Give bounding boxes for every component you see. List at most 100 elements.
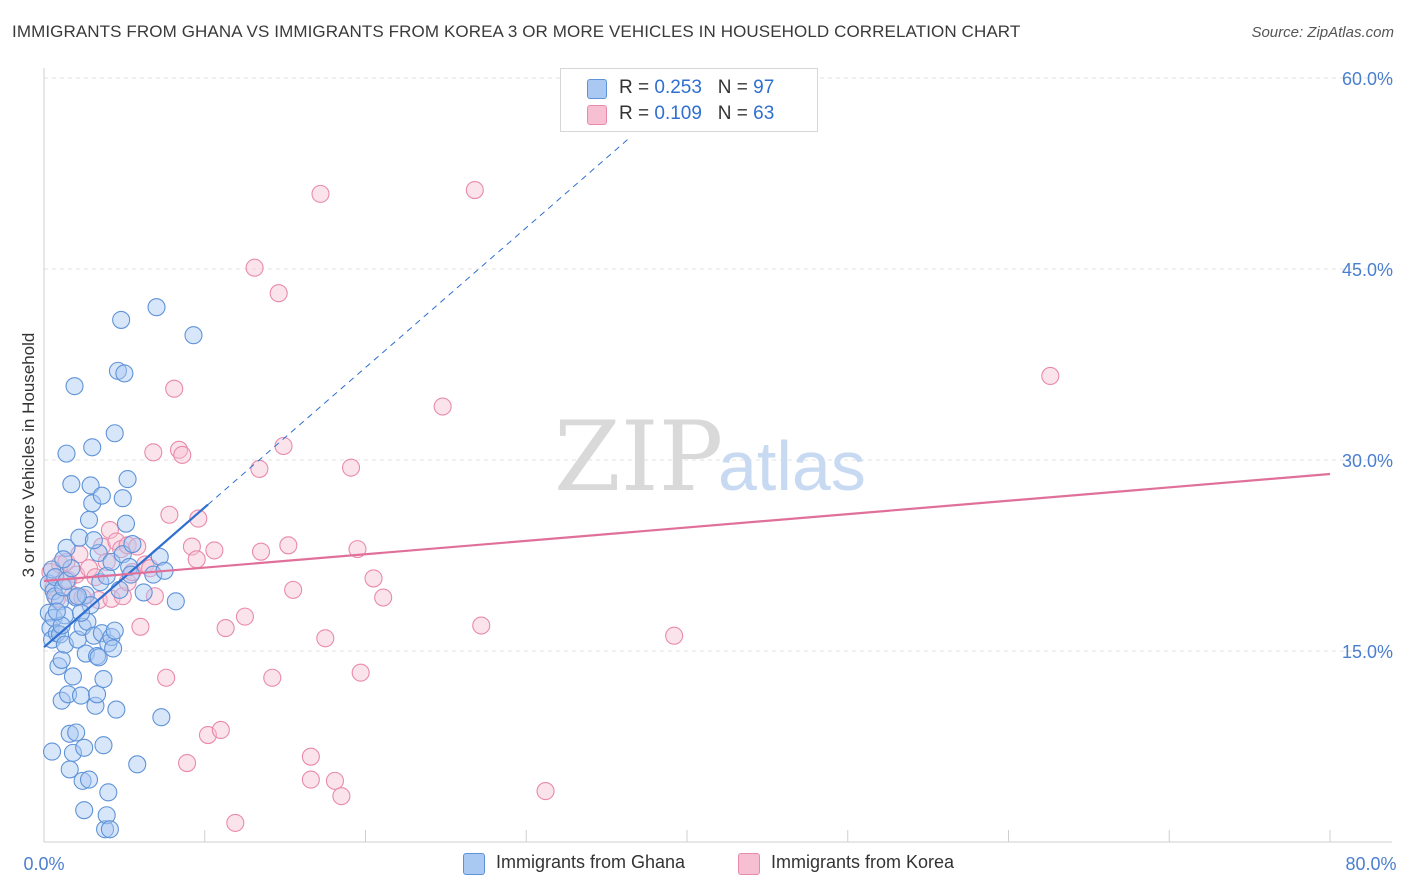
korea-point [144,443,163,462]
trend-lines [43,136,1331,649]
ghana-point [62,475,81,494]
ghana-r-label: R = [619,77,655,98]
korea-point [364,569,383,588]
legend-korea-swatch [738,853,760,875]
legend-korea-label: Immigrants from Korea [771,852,955,872]
ghana-point [60,724,79,743]
korea-point [269,284,288,303]
ghana-r-value: 0.253 [654,77,702,98]
korea-point [263,668,282,687]
korea-point [301,770,320,789]
ghana-point [87,685,107,704]
x-tick-label-min: 0.0% [23,854,64,874]
korea-point [157,668,176,687]
korea-swatch [587,105,607,125]
ghana-point [100,820,119,839]
ghana-point [92,486,111,505]
ghana-point [152,708,171,727]
ghana-point [59,685,78,704]
ghana-point [83,438,102,457]
x-ticks [43,830,1331,842]
korea-point [325,771,345,790]
korea-point [536,782,555,801]
korea-point [348,540,367,559]
korea-point [169,440,189,459]
ghana-n-label: N = [717,77,754,98]
korea-point [250,459,269,478]
korea-point [100,520,119,540]
korea-point [341,458,361,477]
ghana-point [65,377,84,396]
ghana-point [81,476,100,495]
ghana-point [112,310,131,329]
ghana-point [123,534,142,554]
korea-point [178,754,197,773]
grid-lines [44,77,1392,652]
korea-n-value: 63 [753,103,775,124]
ghana-trend-line [43,503,209,649]
ghana-point [113,489,132,508]
korea-point [301,747,320,766]
ghana-point [68,587,87,606]
watermark-atlas: atlas [718,427,866,505]
watermark-zip: ZIP [554,401,723,513]
korea-point [205,541,224,560]
ghana-point [147,298,166,317]
korea-point [165,379,184,398]
series-legend: Immigrants from Ghana Immigrants from Ko… [0,852,1406,876]
ghana-point [63,667,82,686]
korea-point [226,813,245,832]
axes [43,68,1392,843]
korea-point [128,537,147,556]
legend-ghana-label: Immigrants from Ghana [496,852,686,872]
korea-point [160,505,179,524]
ghana-point [79,510,99,529]
ghana-point [118,470,137,489]
ghana-point [144,565,163,584]
ghana-point [63,743,82,762]
korea-point [351,663,370,682]
korea-point [472,616,491,635]
ghana-point [42,742,62,761]
ghana-point [57,538,76,557]
ghana-point [71,686,91,705]
korea-r-label: R = [619,103,655,124]
ghana-swatch [587,79,607,99]
korea-point [465,181,484,200]
ghana-point [116,514,136,533]
ghana-point [47,602,66,621]
ghana-trend-extension [207,136,632,505]
korea-n-label: N = [717,103,754,124]
ghana-point [115,364,134,383]
y-tick-label: 30.0% [1342,451,1393,471]
ghana-point [89,648,108,667]
ghana-point [128,755,147,774]
korea-point [316,629,335,648]
korea-point [433,397,452,416]
ghana-point [67,723,86,742]
legend-ghana-swatch [463,853,485,875]
korea-stats: R = 0.109 N = 63 [619,103,774,125]
korea-point [374,588,393,607]
ghana-point [105,424,124,443]
ghana-n-value: 97 [753,77,775,98]
ghana-point [110,580,129,599]
korea-point [1041,366,1060,386]
ghana-point [75,801,94,820]
korea-point [251,542,271,561]
ghana-point [86,696,105,715]
ghana-point [105,621,124,640]
series-ghana-points [39,298,203,839]
korea-r-value: 0.109 [654,103,702,124]
source-credit: Source: ZipAtlas.com [1251,24,1394,41]
y-tick-label: 45.0% [1342,260,1393,280]
korea-point [145,587,164,606]
korea-point [235,607,254,626]
ghana-point [96,820,115,839]
ghana-point [83,494,102,513]
ghana-point [75,738,94,757]
ghana-point [94,669,113,689]
ghana-point [134,583,153,602]
korea-point [274,436,293,456]
